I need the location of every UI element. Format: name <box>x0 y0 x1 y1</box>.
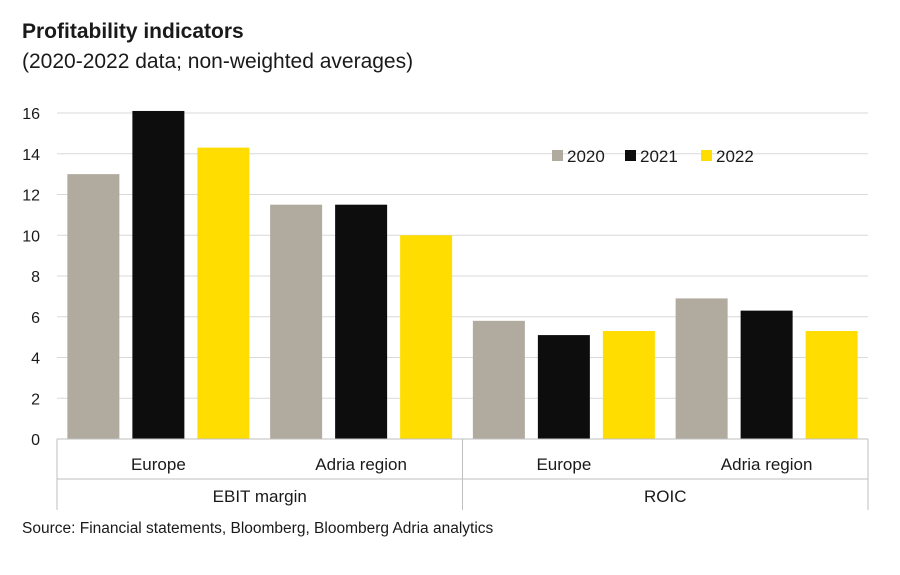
chart-title: Profitability indicators <box>22 20 244 43</box>
bar <box>197 147 250 439</box>
legend-label: 2022 <box>716 147 754 166</box>
x-group-label: EBIT margin <box>213 487 307 506</box>
legend-swatch <box>552 150 563 161</box>
bar <box>602 331 655 439</box>
y-tick-label: 6 <box>31 310 40 327</box>
y-tick-label: 0 <box>31 432 40 449</box>
y-tick-label: 10 <box>22 228 40 245</box>
legend-label: 2020 <box>567 147 605 166</box>
x-category-label: Europe <box>131 455 186 474</box>
bar <box>400 235 453 439</box>
y-tick-label: 16 <box>22 106 40 123</box>
y-tick-label: 12 <box>22 188 40 205</box>
x-category-label: Adria region <box>315 455 407 474</box>
bar <box>472 320 525 439</box>
y-tick-label: 4 <box>31 351 40 368</box>
chart-subtitle: (2020-2022 data; non-weighted averages) <box>22 50 414 73</box>
bar <box>740 310 793 439</box>
x-category-label: Europe <box>536 455 591 474</box>
legend-label: 2021 <box>640 147 678 166</box>
y-tick-label: 14 <box>22 147 40 164</box>
legend-swatch <box>701 150 712 161</box>
legend-swatch <box>625 150 636 161</box>
y-tick-label: 2 <box>31 391 40 408</box>
bar <box>537 335 590 439</box>
x-group-label: ROIC <box>644 487 687 506</box>
x-category-label: Adria region <box>721 455 813 474</box>
chart-source: Source: Financial statements, Bloomberg,… <box>22 520 494 537</box>
bar <box>675 298 728 439</box>
bar <box>335 204 388 439</box>
bar <box>270 204 323 439</box>
y-tick-label: 8 <box>31 269 40 286</box>
bar <box>132 110 185 440</box>
bar <box>67 174 120 439</box>
bar <box>805 331 858 439</box>
